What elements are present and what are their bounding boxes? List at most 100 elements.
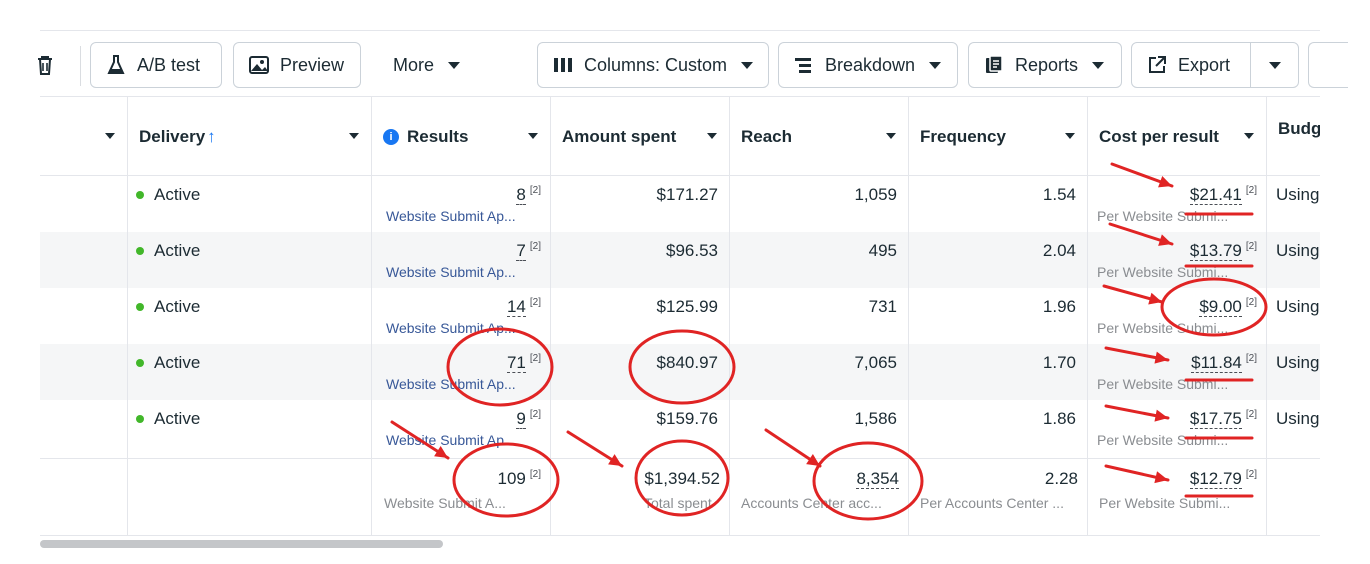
results-value[interactable]: 9 [2] [371, 409, 541, 429]
header-amount-spent[interactable]: Amount spent [550, 97, 729, 177]
status-dot-icon [136, 303, 144, 311]
frequency-value: 1.70 [1042, 353, 1076, 372]
breakdown-icon [793, 54, 815, 76]
status-dot-icon [136, 415, 144, 423]
table-row[interactable]: Active 8 [2] Website Submit Ap... $171.27… [40, 176, 1320, 232]
header-cost-per-result[interactable]: Cost per result [1087, 97, 1266, 177]
overflow-button[interactable] [1308, 42, 1348, 88]
results-number: 71 [506, 353, 526, 373]
header-frequency[interactable]: Frequency [908, 97, 1087, 177]
header-amount-spent-label: Amount spent [562, 127, 677, 146]
delivery-status: Active [136, 297, 200, 317]
total-cost-per-result[interactable]: $12.79 [2] [1087, 469, 1257, 489]
total-cpr-label: Per Website Submi... [1099, 495, 1231, 511]
footnote-marker: [2] [529, 185, 541, 197]
image-preview-icon [248, 54, 270, 76]
chevron-down-icon [741, 61, 754, 69]
header-cost-per-result-label: Cost per result [1099, 127, 1219, 146]
total-cpr-value: $12.79 [1189, 469, 1242, 489]
columns-icon [552, 54, 574, 76]
reach-value: 1,059 [854, 185, 897, 204]
results-value[interactable]: 71 [2] [371, 353, 541, 373]
results-label[interactable]: Website Submit Ap... [386, 432, 516, 448]
delivery-status: Active [136, 353, 200, 373]
column-divider [908, 96, 909, 536]
footnote-marker: [2] [1245, 241, 1257, 253]
frequency-value: 1.54 [1042, 185, 1076, 204]
reports-button[interactable]: Reports [968, 42, 1122, 88]
results-value[interactable]: 7 [2] [371, 241, 541, 261]
chevron-down-icon [349, 133, 359, 139]
table-row[interactable]: Active 9 [2] Website Submit Ap... $159.76… [40, 400, 1320, 456]
ab-test-button[interactable]: A/B test [90, 42, 222, 88]
delivery-status: Active [136, 185, 200, 205]
chevron-down-icon [1065, 133, 1075, 139]
cost-per-result-value[interactable]: $21.41 [2] [1087, 185, 1257, 205]
export-button[interactable]: Export [1131, 42, 1299, 88]
toolbar-separator [80, 46, 81, 86]
cost-per-result-value[interactable]: $11.84 [2] [1087, 353, 1257, 373]
delete-button[interactable] [20, 42, 70, 88]
results-label[interactable]: Website Submit Ap... [386, 208, 516, 224]
footnote-marker: [2] [1245, 185, 1257, 197]
total-reach-label: Accounts Center acc... [741, 495, 882, 511]
horizontal-scrollbar[interactable] [40, 540, 443, 548]
export-label: Export [1178, 54, 1231, 75]
results-value[interactable]: 14 [2] [371, 297, 541, 317]
footnote-marker: [2] [529, 353, 541, 365]
more-button[interactable]: More [378, 42, 478, 88]
header-reach[interactable]: Reach [729, 97, 908, 177]
total-results-label: Website Submit A... [384, 495, 506, 511]
header-results[interactable]: i Results [371, 97, 550, 177]
chevron-down-icon [707, 133, 717, 139]
header-reach-label: Reach [741, 127, 793, 146]
header-name-column[interactable] [40, 97, 127, 177]
results-number: 9 [516, 409, 526, 429]
frequency-value: 1.86 [1042, 409, 1076, 428]
info-icon[interactable]: i [383, 129, 399, 145]
cost-per-result-value[interactable]: $13.79 [2] [1087, 241, 1257, 261]
table-row[interactable]: Active 71 [2] Website Submit Ap... $840.9… [40, 344, 1320, 400]
footnote-marker: [2] [1245, 297, 1257, 309]
total-reach[interactable]: 8,354 [729, 469, 899, 489]
chevron-down-icon [886, 133, 896, 139]
footnote-marker: [2] [1245, 353, 1257, 365]
cost-per-result-number: $9.00 [1199, 297, 1242, 317]
cost-per-result-value[interactable]: $9.00 [2] [1087, 297, 1257, 317]
preview-button[interactable]: Preview [233, 42, 361, 88]
reach-value: 7,065 [854, 353, 897, 372]
header-budget[interactable]: Budg [1266, 97, 1320, 177]
status-dot-icon [136, 247, 144, 255]
chevron-down-icon [929, 61, 942, 69]
results-value[interactable]: 8 [2] [371, 185, 541, 205]
results-label[interactable]: Website Submit Ap... [386, 376, 516, 392]
ab-test-label: A/B test [137, 54, 201, 75]
header-results-label: Results [407, 127, 469, 146]
top-divider [40, 30, 1320, 31]
results-label[interactable]: Website Submit Ap... [386, 320, 516, 336]
results-number: 7 [516, 241, 526, 261]
column-divider [1266, 96, 1267, 536]
column-divider [550, 96, 551, 536]
trash-icon [34, 54, 56, 76]
columns-button[interactable]: Columns: Custom [537, 42, 769, 88]
delivery-status-label: Active [154, 353, 201, 372]
delivery-status: Active [136, 241, 200, 261]
cost-per-result-value[interactable]: $17.75 [2] [1087, 409, 1257, 429]
breakdown-button[interactable]: Breakdown [778, 42, 958, 88]
toolbar: A/B test Preview More Columns: Custom Br… [0, 42, 1370, 88]
results-label[interactable]: Website Submit Ap... [386, 264, 516, 280]
column-divider [1087, 96, 1088, 536]
export-dropdown-chevron-icon[interactable] [1269, 62, 1281, 69]
delivery-status-label: Active [154, 185, 201, 204]
total-reach-value: 8,354 [856, 469, 899, 489]
amount-spent-value: $840.97 [656, 353, 718, 372]
table-row[interactable]: Active 14 [2] Website Submit Ap... $125.9… [40, 288, 1320, 344]
cost-per-result-number: $13.79 [1189, 241, 1242, 261]
chevron-down-icon [1092, 61, 1105, 69]
table-row[interactable]: Active 7 [2] Website Submit Ap... $96.53 … [40, 232, 1320, 288]
header-delivery-label: Delivery [139, 127, 206, 146]
budget-value: Using [1276, 297, 1320, 316]
delivery-status-label: Active [154, 409, 201, 428]
header-delivery[interactable]: Delivery ↑ [127, 97, 371, 177]
